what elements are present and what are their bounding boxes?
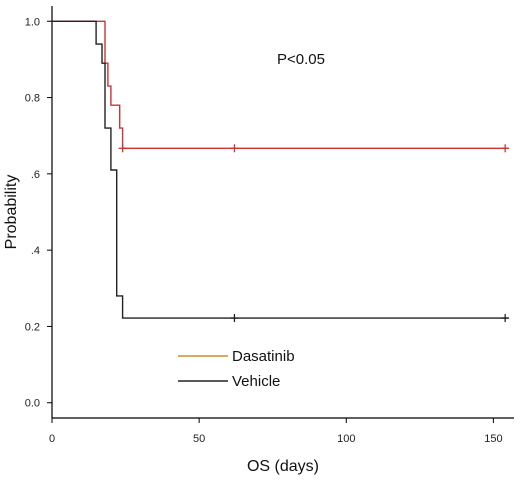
y-tick-label: 0.0 [25,398,40,410]
y-axis-label: Probability [3,175,20,250]
series-line-vehicle [52,20,509,319]
x-tick-label: 0 [49,433,55,445]
plot-area [51,6,514,419]
y-tick-label: 0.8 [25,93,40,105]
y-tick-label: .4 [31,245,40,257]
p-value-annotation: P<0.05 [277,51,325,68]
y-tick-label: 1.0 [25,16,40,28]
y-ticks: 0.0 0.2 .4 .6 0.8 1.0 [25,16,52,410]
legend: Dasatinib Vehicle [178,348,295,390]
x-axis-label: OS (days) [247,458,319,475]
censor-mark-dasatinib [230,144,239,153]
x-tick-label: 100 [337,433,355,445]
censor-mark-vehicle [230,314,239,323]
series-line-dasatinib [52,20,509,150]
x-tick-label: 150 [484,433,502,445]
legend-label-dasatinib: Dasatinib [232,348,295,365]
x-ticks: 0 50 100 150 [49,418,503,445]
legend-label-vehicle: Vehicle [232,373,280,390]
censor-mark-dasatinib [501,144,510,153]
series-layer [52,20,510,323]
y-tick-label: 0.2 [25,321,40,333]
x-tick-label: 50 [193,433,205,445]
censor-mark-dasatinib [118,144,127,153]
y-tick-label: .6 [31,169,40,181]
censor-mark-vehicle [501,314,510,323]
